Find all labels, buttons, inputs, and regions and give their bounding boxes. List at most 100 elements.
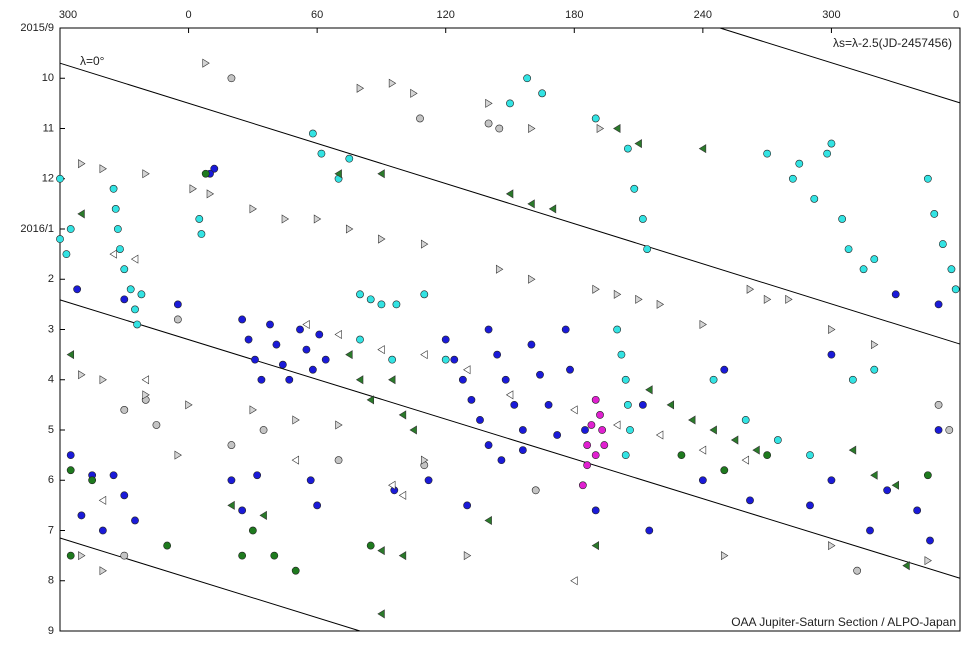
data-point bbox=[828, 541, 836, 551]
data-point bbox=[120, 491, 129, 500]
data-point bbox=[495, 124, 504, 133]
x-tick-label: 0 bbox=[953, 9, 959, 21]
data-point bbox=[334, 329, 342, 340]
data-point bbox=[109, 249, 117, 259]
data-point bbox=[934, 300, 943, 309]
data-point bbox=[113, 225, 122, 233]
data-point bbox=[934, 400, 943, 409]
data-point bbox=[638, 215, 647, 223]
data-point bbox=[827, 350, 836, 359]
data-point bbox=[763, 149, 772, 158]
data-point bbox=[581, 426, 589, 434]
data-point bbox=[173, 315, 182, 324]
data-point bbox=[720, 365, 729, 374]
data-point bbox=[891, 480, 900, 490]
data-point bbox=[870, 365, 879, 374]
data-point bbox=[699, 319, 707, 330]
reference-line bbox=[59, 299, 961, 579]
data-point bbox=[78, 370, 86, 380]
data-point bbox=[210, 164, 219, 173]
data-point bbox=[345, 154, 354, 163]
data-point bbox=[266, 320, 274, 329]
data-point bbox=[484, 515, 492, 525]
data-point bbox=[945, 426, 954, 434]
data-point bbox=[630, 184, 639, 193]
data-point bbox=[583, 461, 592, 470]
data-point bbox=[313, 501, 322, 510]
data-point bbox=[600, 441, 609, 449]
data-point bbox=[720, 466, 729, 475]
data-point bbox=[570, 576, 578, 586]
data-point bbox=[859, 265, 868, 274]
data-point bbox=[259, 426, 268, 434]
data-point bbox=[248, 526, 257, 535]
data-point bbox=[98, 526, 107, 535]
data-point bbox=[137, 290, 146, 299]
data-point bbox=[518, 446, 527, 454]
data-point bbox=[321, 355, 330, 364]
data-point bbox=[638, 400, 647, 409]
data-point bbox=[409, 425, 417, 435]
data-point bbox=[109, 184, 118, 193]
data-point bbox=[848, 445, 857, 455]
data-point bbox=[548, 204, 557, 214]
data-point bbox=[951, 285, 960, 294]
data-point bbox=[292, 415, 300, 425]
data-point bbox=[746, 496, 754, 505]
data-point bbox=[623, 400, 632, 409]
data-point bbox=[923, 174, 932, 183]
data-point bbox=[56, 174, 64, 183]
data-point bbox=[66, 551, 75, 560]
data-point bbox=[828, 324, 836, 335]
data-point bbox=[544, 400, 553, 409]
data-point bbox=[795, 159, 804, 168]
data-point bbox=[270, 551, 279, 560]
data-point bbox=[596, 123, 605, 134]
data-point bbox=[120, 265, 129, 274]
data-point bbox=[249, 405, 257, 415]
data-point bbox=[591, 114, 600, 123]
data-point bbox=[313, 214, 322, 224]
data-point bbox=[844, 245, 853, 253]
data-point bbox=[566, 365, 574, 374]
data-point bbox=[553, 431, 562, 439]
data-point bbox=[484, 325, 493, 334]
data-point bbox=[78, 159, 86, 169]
y-tick-label: 6 bbox=[48, 474, 54, 486]
data-point bbox=[926, 536, 934, 545]
data-point bbox=[120, 295, 129, 304]
x-tick-label: 180 bbox=[565, 9, 583, 21]
data-point bbox=[536, 370, 544, 379]
data-point bbox=[420, 239, 429, 249]
data-point bbox=[656, 299, 665, 309]
data-point bbox=[621, 375, 630, 384]
data-point bbox=[131, 305, 139, 314]
data-point bbox=[698, 445, 707, 455]
data-point bbox=[62, 250, 71, 259]
data-point bbox=[98, 495, 107, 505]
data-point bbox=[398, 490, 407, 500]
data-point bbox=[308, 129, 317, 138]
x-tick-label: 300 bbox=[822, 9, 840, 21]
data-point bbox=[518, 426, 527, 434]
data-point bbox=[592, 284, 600, 294]
data-point bbox=[356, 83, 365, 93]
data-point bbox=[152, 421, 161, 429]
data-point bbox=[366, 541, 375, 550]
data-point bbox=[189, 184, 197, 194]
data-point bbox=[88, 476, 97, 485]
data-point bbox=[388, 355, 397, 364]
data-point bbox=[66, 451, 75, 460]
data-point bbox=[173, 300, 182, 309]
data-point bbox=[773, 436, 782, 444]
data-point bbox=[99, 566, 107, 576]
data-point bbox=[416, 114, 424, 123]
y-tick-label: 2015/9 bbox=[20, 22, 54, 34]
data-point bbox=[302, 345, 311, 354]
y-tick-label: 3 bbox=[48, 323, 54, 335]
data-point bbox=[251, 355, 259, 364]
data-point bbox=[493, 350, 502, 359]
data-point bbox=[142, 390, 150, 400]
data-point bbox=[126, 285, 135, 294]
data-point bbox=[823, 149, 832, 158]
